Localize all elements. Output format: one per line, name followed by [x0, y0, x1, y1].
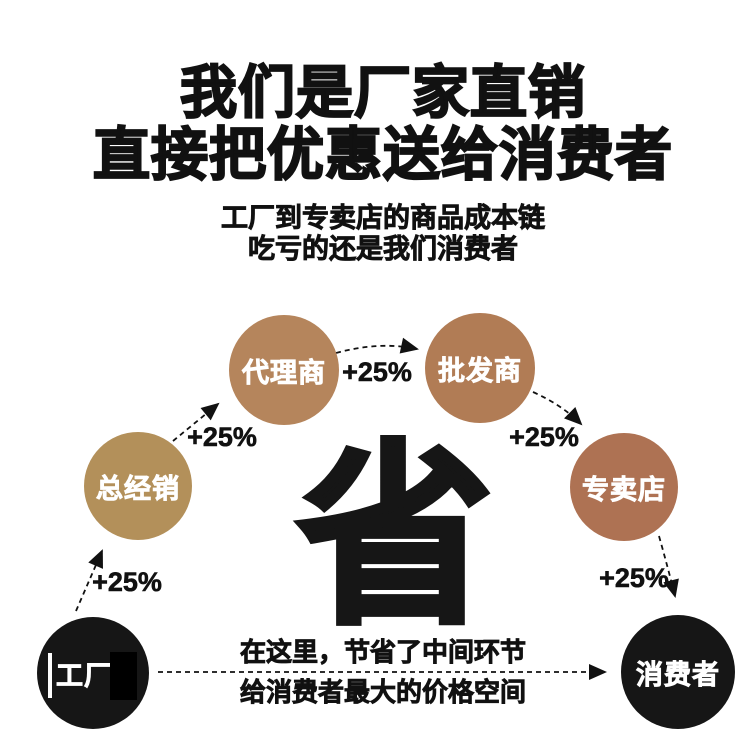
markup-label-2: +25%: [187, 422, 257, 453]
chain-node-store: 专卖店: [570, 433, 678, 541]
page-title-line1: 我们是厂家直销: [179, 61, 586, 125]
markup-label-5: +25%: [599, 563, 669, 594]
node-label-factory: 工厂: [56, 660, 112, 691]
factory-patch-rect: [110, 652, 137, 700]
node-label-store: 专卖店: [582, 474, 666, 505]
chain-node-wholesaler: 批发商: [425, 313, 535, 423]
node-label-wholesaler: 批发商: [438, 355, 522, 386]
chain-node-agent: 代理商: [229, 315, 339, 425]
footer-line1: 在这里，节省了中间环节: [239, 637, 527, 668]
footer-line2: 给消费者最大的价格空间: [239, 677, 527, 708]
arrow-agent-to-wholesaler: [335, 337, 419, 354]
node-label-consumer: 消费者: [636, 659, 720, 690]
chain-node-factory: 工厂: [37, 617, 149, 729]
page-title-line2: 直接把优惠送给消费者: [92, 123, 673, 187]
markup-label-3: +25%: [342, 357, 412, 388]
node-label-distributor: 总经销: [96, 473, 180, 504]
subtitle-line2: 吃亏的还是我们消费者: [248, 234, 519, 265]
subtitle-line1: 工厂到专卖店的商品成本链: [221, 203, 546, 234]
save-character: 省: [294, 428, 495, 647]
chain-node-distributor: 总经销: [84, 432, 192, 540]
markup-label-4: +25%: [509, 422, 579, 453]
arrow-wholesaler-to-store: [532, 391, 583, 426]
chain-node-consumer: 消费者: [621, 615, 735, 729]
node-label-agent: 代理商: [242, 357, 326, 388]
markup-label-1: +25%: [92, 567, 162, 598]
factory-patch-bar: [48, 653, 52, 698]
